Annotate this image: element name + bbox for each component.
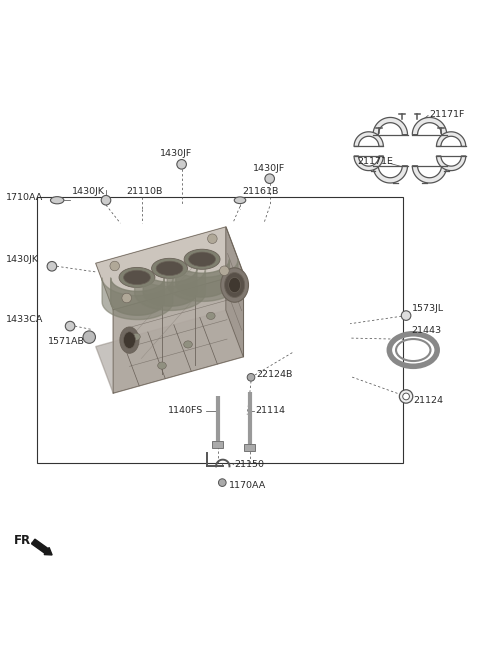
Text: 1710AA: 1710AA <box>5 193 43 202</box>
Text: 21171F: 21171F <box>429 110 465 119</box>
Ellipse shape <box>189 252 216 267</box>
Text: 21171E: 21171E <box>357 158 393 166</box>
Polygon shape <box>226 227 243 357</box>
Ellipse shape <box>221 268 249 302</box>
Ellipse shape <box>50 196 64 204</box>
Circle shape <box>403 393 409 400</box>
Text: 1573JL: 1573JL <box>412 304 444 313</box>
Circle shape <box>122 293 132 303</box>
Circle shape <box>399 390 413 403</box>
Ellipse shape <box>152 258 188 279</box>
Bar <box>212 442 223 448</box>
Text: 21110B: 21110B <box>127 187 163 196</box>
Circle shape <box>47 261 57 271</box>
Ellipse shape <box>123 270 150 284</box>
Text: 1170AA: 1170AA <box>228 481 266 490</box>
Ellipse shape <box>119 267 155 288</box>
Text: 1430JF: 1430JF <box>160 149 192 158</box>
Text: 21114: 21114 <box>255 406 285 415</box>
Ellipse shape <box>225 273 245 298</box>
Text: 1430JK: 1430JK <box>5 255 38 263</box>
Text: 1430JK: 1430JK <box>72 187 105 196</box>
Text: 1571AB: 1571AB <box>48 338 84 346</box>
Text: 21443: 21443 <box>411 326 442 335</box>
Circle shape <box>101 195 111 205</box>
Text: 1140FS: 1140FS <box>168 406 204 415</box>
Circle shape <box>218 479 226 486</box>
Circle shape <box>247 373 255 381</box>
Circle shape <box>219 266 229 275</box>
Ellipse shape <box>120 327 139 353</box>
Polygon shape <box>113 273 243 393</box>
Circle shape <box>65 321 75 331</box>
Ellipse shape <box>184 341 192 348</box>
Bar <box>244 444 255 451</box>
Polygon shape <box>96 310 243 393</box>
Polygon shape <box>354 132 384 147</box>
Circle shape <box>83 331 96 344</box>
Text: 1433CA: 1433CA <box>5 315 43 325</box>
Ellipse shape <box>228 277 240 292</box>
Text: 22124B: 22124B <box>256 371 293 380</box>
FancyArrow shape <box>32 539 52 555</box>
Text: 21150: 21150 <box>234 461 264 469</box>
Circle shape <box>110 261 120 271</box>
Bar <box>36 197 403 463</box>
Text: 1430JF: 1430JF <box>253 164 286 173</box>
Polygon shape <box>354 156 384 171</box>
Ellipse shape <box>157 362 166 369</box>
Polygon shape <box>96 227 243 310</box>
Circle shape <box>207 234 217 244</box>
Text: 21124: 21124 <box>413 396 443 405</box>
Circle shape <box>177 160 186 169</box>
Ellipse shape <box>156 261 183 275</box>
Polygon shape <box>373 166 408 183</box>
Polygon shape <box>373 118 408 135</box>
Ellipse shape <box>132 333 140 340</box>
Text: 21161B: 21161B <box>242 187 279 196</box>
Circle shape <box>401 311 411 321</box>
Ellipse shape <box>206 312 215 319</box>
Ellipse shape <box>184 249 220 269</box>
Ellipse shape <box>234 197 246 204</box>
Ellipse shape <box>123 332 135 348</box>
Circle shape <box>265 174 275 183</box>
Polygon shape <box>436 156 466 171</box>
Polygon shape <box>412 118 447 135</box>
Polygon shape <box>412 166 447 183</box>
Text: FR.: FR. <box>14 533 36 547</box>
Polygon shape <box>436 132 466 147</box>
